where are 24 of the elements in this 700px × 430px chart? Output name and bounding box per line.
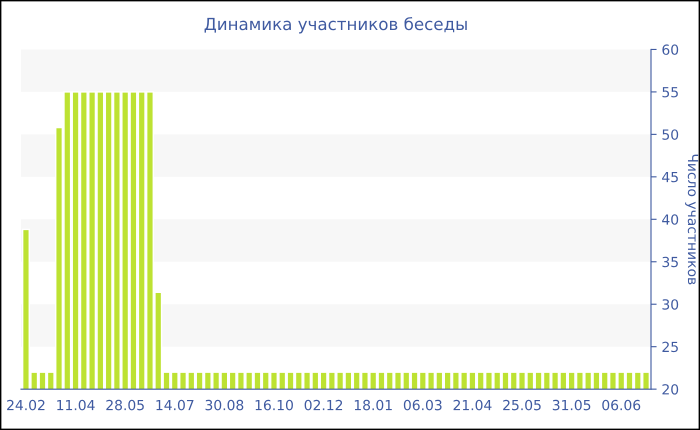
y-tick-label: 55 [662, 87, 678, 98]
y-tick-label: 40 [662, 214, 678, 225]
x-tick-label: 06.06 [602, 400, 640, 410]
y-tick-label: 45 [662, 172, 678, 182]
x-tick-label: 06.03 [404, 400, 442, 410]
x-tick-label: 21.04 [454, 400, 492, 410]
x-tick-label: 18.01 [354, 400, 392, 410]
x-tick-label: 28.05 [106, 400, 144, 410]
y-tick-label: 30 [662, 299, 678, 310]
x-tick-label: 02.12 [304, 400, 342, 410]
y-tick-label: 50 [662, 129, 678, 140]
x-tick-label: 11.04 [57, 400, 95, 410]
x-tick-label: 31.05 [552, 400, 590, 410]
x-tick-label: 30.08 [206, 400, 244, 410]
x-tick-label: 14.07 [156, 400, 194, 410]
y-tick-label: 25 [662, 342, 678, 352]
chart-title: Динамика участников беседы [204, 17, 467, 34]
y-tick-label: 20 [662, 384, 678, 395]
x-tick-label: 24.02 [7, 400, 44, 410]
y-tick-label: 60 [662, 44, 678, 55]
x-tick-label: 25.05 [503, 400, 541, 410]
x-tick-label: 16.10 [256, 400, 293, 410]
y-tick-label: 35 [662, 256, 678, 268]
y-axis-title: Число участников [685, 154, 698, 284]
